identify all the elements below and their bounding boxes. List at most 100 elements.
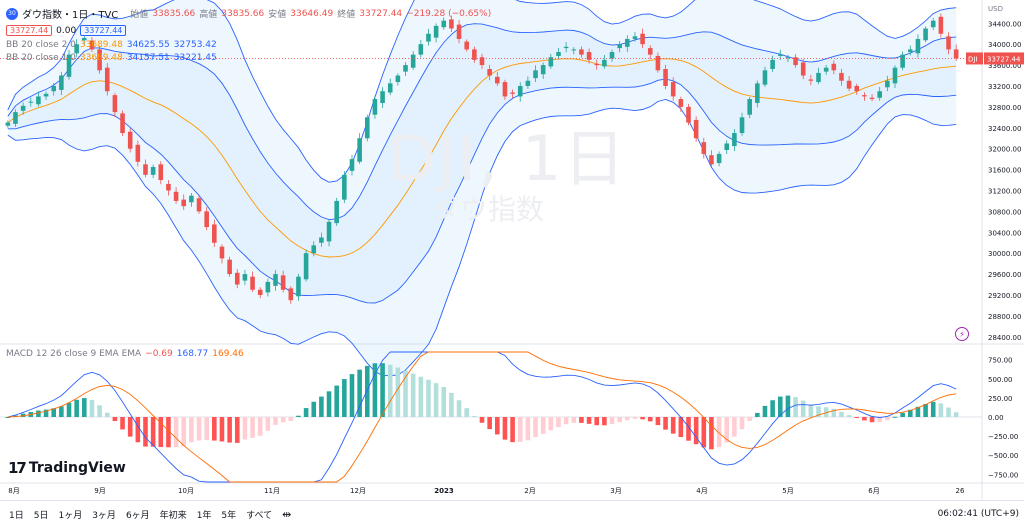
macd-hist-bar [311,401,317,417]
candle-body [372,99,378,115]
macd-hist-bar [556,417,561,428]
price-tick: 32000.00 [988,146,1021,154]
candle-body [296,276,301,297]
price-tick: 33200.00 [988,83,1021,91]
time-tick: 11月 [264,487,280,495]
bid-box[interactable]: 33727.44 [6,25,53,36]
macd-hist-bar [953,412,959,417]
bb1-lower-line [7,78,957,304]
candle-body [334,200,339,224]
candle-body [364,117,370,139]
bb1-label[interactable]: BB 20 close 1 0 [6,53,76,63]
candle-body [104,67,110,92]
macd-hist-bar [59,406,64,417]
macd-hist-bar [808,404,814,417]
chart-title[interactable]: ダウ指数・1日・TVC [22,10,119,21]
range-all[interactable]: すべて [246,510,273,521]
macd-hist-bar [617,417,622,423]
time-tick: 2月 [524,487,535,495]
macd-hist-bar [449,392,454,417]
lightning-icon[interactable]: ⚡ [955,327,969,341]
candle-body [487,69,492,76]
candle-body [495,76,500,84]
macd-hist-bar [563,417,569,425]
symbol-tag-label: DJI [968,55,978,63]
candle-body [617,44,622,49]
candle-body [777,54,783,56]
range-6m[interactable]: 6ヶ月 [125,510,150,521]
macd-hist-bar [869,417,875,423]
candle-body [540,65,546,75]
symbol-tag [966,52,983,65]
candle-body [380,91,385,103]
candle-body [548,57,554,67]
watermark-symbol: DJI, 1日 [388,122,628,195]
goto-date-icon[interactable]: ⇹ [282,507,292,521]
macd-hist-bar [288,417,294,422]
macd-hist-bar [426,379,431,417]
candle-body [571,49,577,51]
macd-hist-bar [280,417,286,423]
bb1-upper: 34157.51 [126,53,170,63]
clock-time[interactable]: 06:02:41 (UTC+9) [937,509,1019,519]
price-tick: 34000.00 [988,41,1021,49]
price-tick: 28400.00 [988,334,1021,342]
macd-hist-bar [410,373,416,417]
macd-hist-bar [89,399,95,417]
macd-hist-bar [655,417,661,426]
candle-body [709,155,714,165]
range-1y[interactable]: 1年 [196,510,212,521]
range-ytd[interactable]: 年初来 [159,510,187,521]
macd-hist-bar [816,406,821,417]
candle-body [181,199,187,207]
logo-text: TradingView [28,460,126,476]
macd-hist-bar [930,401,936,417]
candle-body [762,70,768,85]
macd-tick: 250.00 [988,395,1013,403]
ohlc-low-value: 33646.49 [290,8,334,19]
ask-box[interactable]: 33727.44 [80,25,127,36]
macd-hist-bar [395,367,401,417]
candle-body [663,69,668,86]
candle-body [403,65,408,72]
range-1m[interactable]: 1ヶ月 [58,510,83,521]
candle-body [586,52,592,60]
price-tick: 31200.00 [988,187,1021,195]
macd-hist-bar [82,398,87,417]
bb2-label[interactable]: BB 20 close 2 0 [6,40,76,50]
macd-hist-bar [112,417,118,422]
macd-hist-bar [663,417,668,430]
bottom-toolbar: 1日 5日 1ヶ月 3ヶ月 6ヶ月 年初来 1年 5年 すべて ⇹ 06:02:… [0,500,1024,527]
bb1-lower: 33221.45 [173,53,217,63]
range-3m[interactable]: 3ヶ月 [92,510,116,521]
candle-body [724,143,730,150]
macd-hist-bar [862,417,867,421]
candle-body [502,82,508,97]
candle-body [28,101,34,103]
candle-body [869,97,875,100]
macd-hist-bar [166,417,171,448]
bb2-lower-line [7,99,957,377]
macd-hist-bar [212,417,217,441]
range-1d[interactable]: 1日 [9,510,24,521]
currency-label: USD [988,5,1003,13]
macd-hist-bar [586,417,592,424]
tv-logo-icon: 17 [8,459,27,477]
tradingview-logo[interactable]: 17 TradingView [8,459,126,477]
macd-label[interactable]: MACD 12 26 close 9 EMA EMA [6,349,142,359]
candle-body [640,33,645,45]
range-5d[interactable]: 5日 [33,510,49,521]
candle-body [120,113,125,134]
macd-hist-bar [74,399,79,417]
price-chart[interactable]: 34400.00 34000.00 33600.00 33200.00 32800.00… [0,0,1024,500]
bb2-upper: 34625.55 [126,40,170,50]
candle-body [257,289,263,295]
watermark-name: ダウ指数 [432,193,545,226]
candle-body [655,55,661,71]
macd-hist-bar [877,417,882,423]
macd-header: MACD 12 26 close 9 EMA EMA −0.69 168.77 … [6,349,244,359]
candle-body [938,16,944,34]
range-5y[interactable]: 5年 [221,510,237,521]
candle-body [885,80,890,88]
macd-hist-bar [762,405,768,417]
